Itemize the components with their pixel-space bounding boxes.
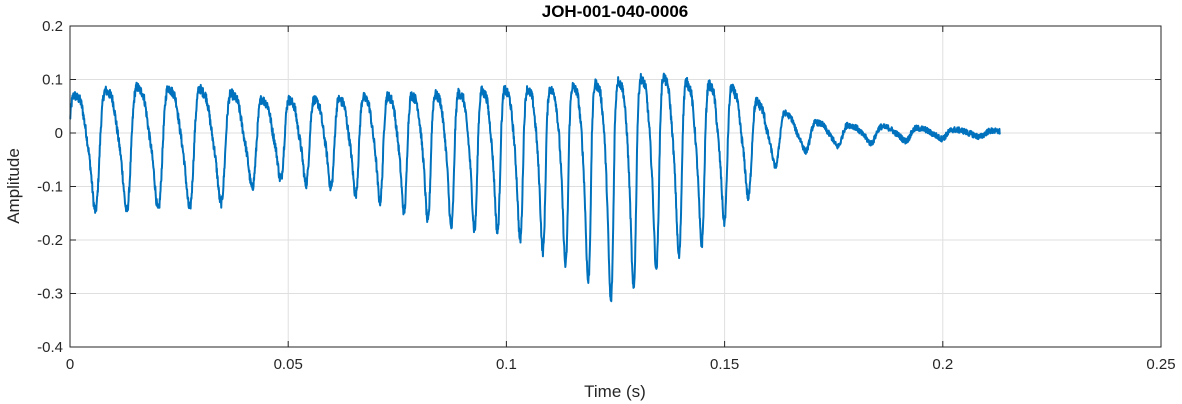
- y-tick-label: -0.3: [37, 286, 63, 303]
- chart-title: JOH-001-040-0006: [542, 2, 688, 21]
- x-tick-label: 0.1: [496, 356, 517, 373]
- y-tick-label: -0.4: [37, 339, 63, 356]
- x-tick-label: 0.15: [710, 356, 739, 373]
- y-tick-label: -0.1: [37, 179, 63, 196]
- x-tick-label: 0: [66, 356, 74, 373]
- x-tick-label: 0.05: [274, 356, 303, 373]
- y-tick-label: -0.2: [37, 232, 63, 249]
- x-axis-label: Time (s): [584, 382, 646, 401]
- x-ticks: 0 0.05 0.1 0.15 0.2 0.25: [66, 26, 1176, 373]
- y-tick-label: 0.2: [42, 18, 63, 35]
- series-line-amplitude: [69, 72, 1001, 303]
- x-tick-label: 0.2: [932, 356, 953, 373]
- y-ticks: -0.4 -0.3 -0.2 -0.1 0 0.1 0.2: [37, 18, 1161, 356]
- x-tick-label: 0.25: [1146, 356, 1175, 373]
- y-tick-label: 0: [55, 125, 63, 142]
- y-axis-label: Amplitude: [4, 148, 23, 224]
- y-tick-label: 0.1: [42, 72, 63, 89]
